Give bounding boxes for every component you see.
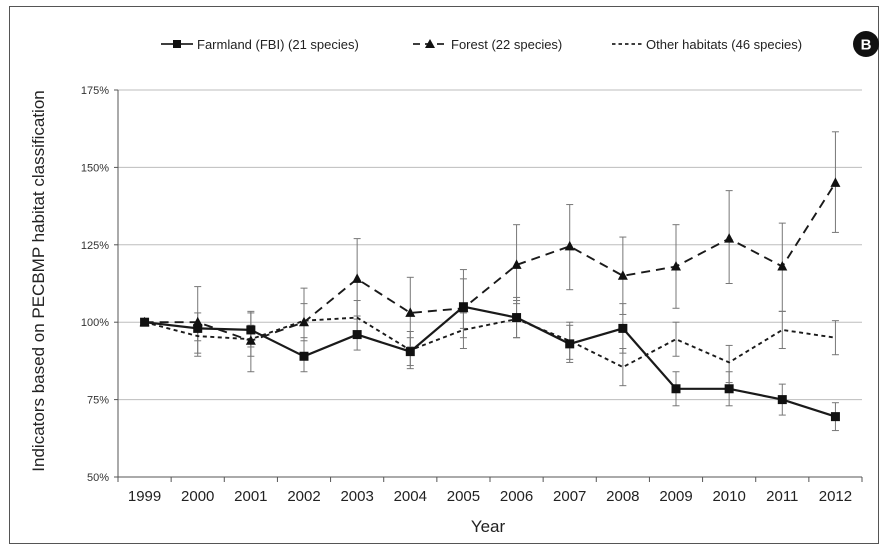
chart-frame	[9, 6, 879, 544]
x-tick-label: 2009	[659, 488, 692, 505]
data-point	[671, 260, 681, 271]
legend-label-farmland: Farmland (FBI) (21 species)	[197, 37, 359, 52]
data-point	[777, 395, 787, 405]
y-axis-ticks: 50% 75% 100% 125% 150% 175%	[81, 85, 118, 484]
data-point	[299, 351, 309, 361]
data-point	[458, 302, 469, 313]
legend-item-farmland: Farmland (FBI) (21 species)	[161, 37, 359, 52]
data-point	[724, 384, 734, 394]
legend-label-forest: Forest (22 species)	[451, 37, 562, 52]
data-point	[246, 325, 256, 335]
data-point	[830, 412, 840, 422]
series-lines	[144, 182, 837, 418]
data-point	[405, 347, 415, 357]
series-line-2	[144, 316, 836, 369]
data-point	[724, 233, 735, 243]
data-point	[405, 307, 416, 317]
series-line-0	[144, 305, 836, 418]
data-point	[193, 323, 203, 333]
x-tick-label: 2010	[712, 488, 745, 505]
data-point	[299, 316, 309, 327]
error-bars	[194, 131, 839, 432]
x-tick-label: 2003	[340, 488, 373, 505]
data-point	[830, 177, 841, 187]
panel-label: B	[861, 37, 872, 54]
data-point	[139, 316, 150, 327]
legend-item-forest: Forest (22 species)	[413, 37, 562, 52]
x-tick-label: 2005	[447, 488, 480, 505]
legend-label-other-habitats: Other habitats (46 species)	[646, 37, 802, 52]
axes	[117, 90, 862, 478]
x-tick-label: 2000	[181, 488, 214, 505]
x-axis-ticks: 1999 2000 2001 2002 2003 2004 2005 2006 2007 2008…	[117, 477, 863, 505]
x-tick-label: 2008	[606, 488, 639, 505]
x-tick-label: 2002	[287, 488, 320, 505]
panel-badge: B	[853, 31, 879, 57]
y-tick-label: 150%	[81, 162, 109, 174]
x-tick-label: 2004	[394, 488, 427, 505]
data-point	[352, 273, 363, 283]
data-point	[565, 339, 575, 349]
x-tick-label: 1999	[128, 488, 161, 505]
y-axis-title: Indicators based on PECBMP habitat class…	[29, 90, 48, 471]
data-point	[564, 240, 575, 251]
y-tick-label: 175%	[81, 85, 109, 97]
data-point	[512, 313, 522, 323]
data-point	[352, 330, 362, 340]
x-axis-title: Year	[471, 517, 506, 536]
y-tick-label: 50%	[87, 472, 109, 484]
y-tick-label: 75%	[87, 395, 109, 407]
data-point	[777, 260, 788, 271]
legend-item-other-habitats: Other habitats (46 species)	[612, 37, 802, 52]
data-point	[511, 259, 522, 269]
data-point	[671, 384, 681, 394]
x-tick-label: 2011	[766, 488, 798, 505]
data-point	[617, 270, 628, 280]
series-line-1	[144, 182, 837, 342]
y-tick-label: 125%	[81, 240, 109, 252]
x-tick-label: 2012	[819, 488, 852, 505]
data-point	[618, 323, 628, 333]
legend: Farmland (FBI) (21 species) Forest (22 s…	[161, 37, 802, 52]
x-tick-label: 2001	[234, 488, 267, 505]
y-tick-label: 100%	[81, 317, 109, 329]
gridlines	[118, 89, 862, 401]
data-point	[192, 316, 203, 327]
series-markers	[139, 177, 841, 422]
x-tick-label: 2006	[500, 488, 533, 505]
x-tick-label: 2007	[553, 488, 586, 505]
data-point	[245, 335, 256, 345]
